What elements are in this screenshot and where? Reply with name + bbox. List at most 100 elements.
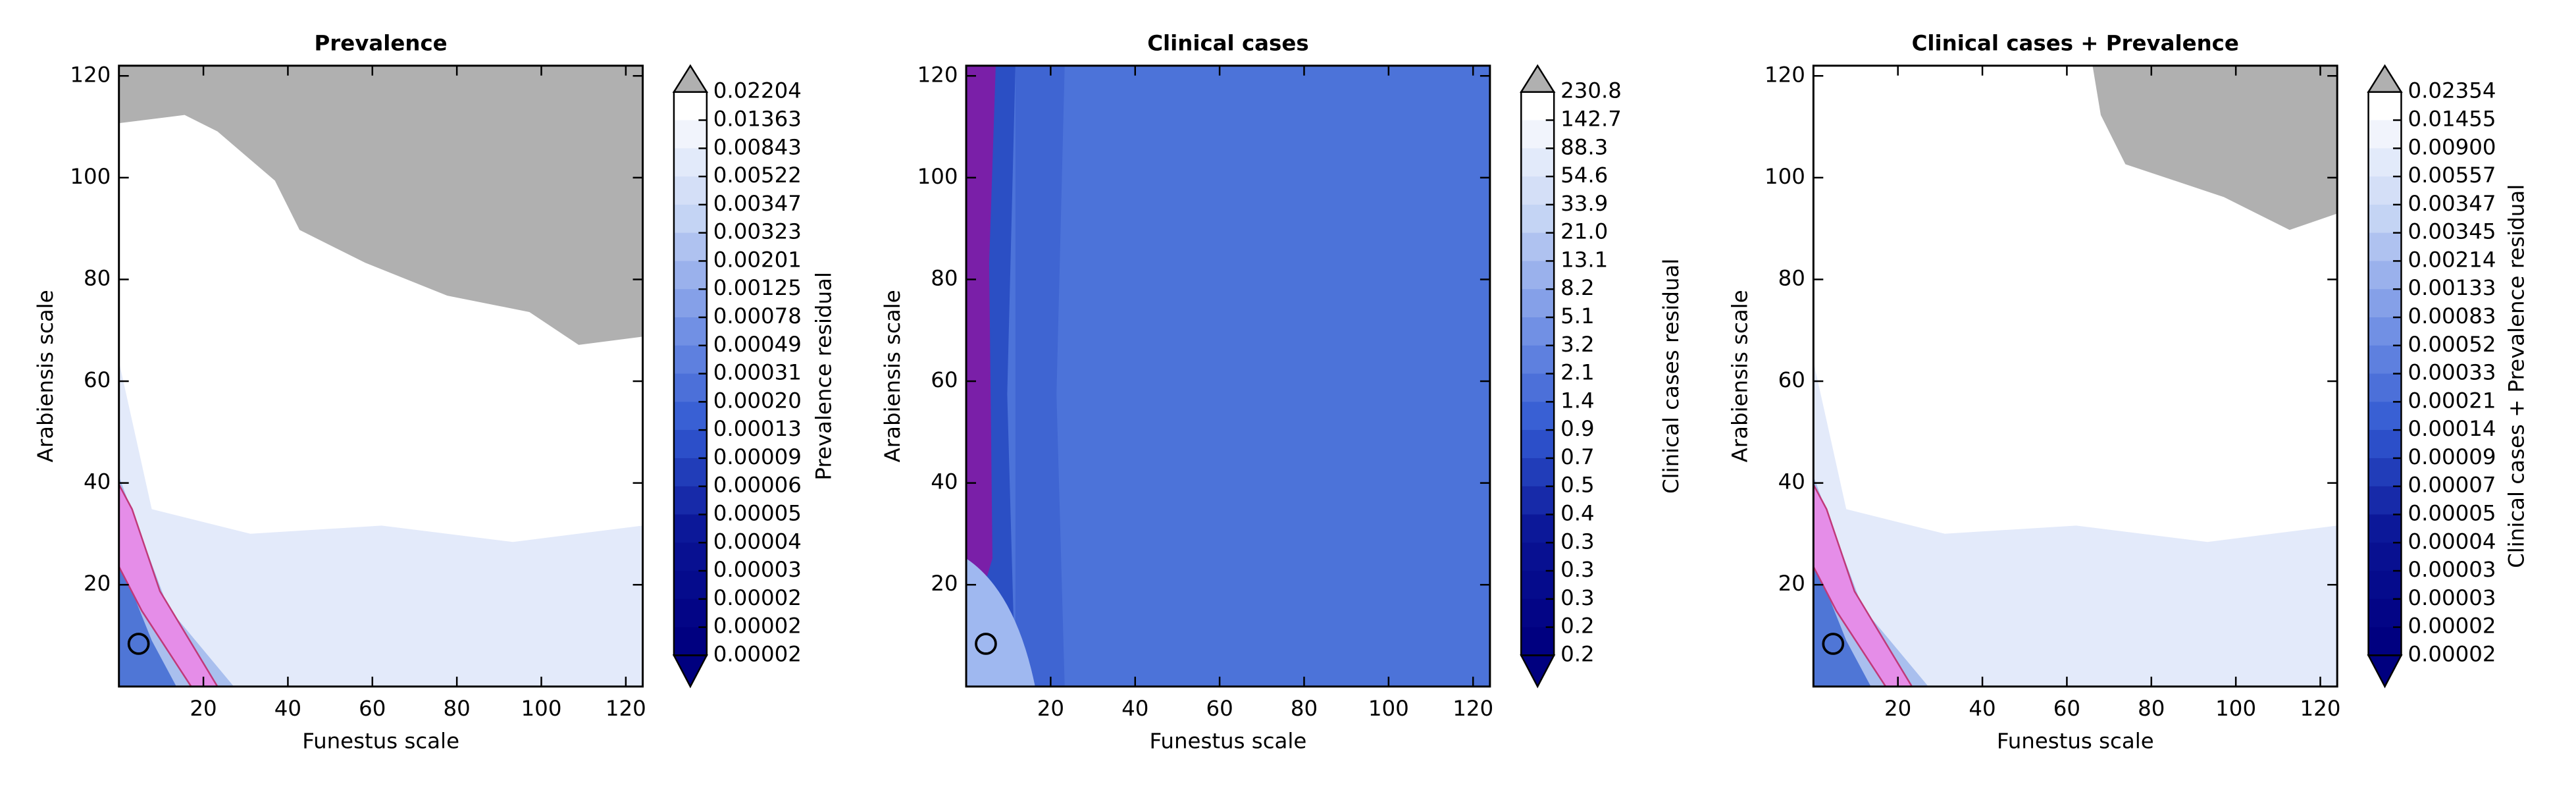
colorbar-tick-label: 33.9 (1560, 191, 1608, 216)
y-tick-label: 120 (70, 62, 111, 87)
colorbar-band (1521, 204, 1555, 234)
x-tick-label: 60 (2053, 696, 2080, 721)
colorbar-tick-label: 3.2 (1560, 332, 1595, 357)
colorbar-tick-label: 0.00005 (713, 500, 802, 525)
colorbar-band (2368, 571, 2402, 600)
colorbar-band (1521, 514, 1555, 544)
colorbar-tick-label: 0.00009 (2408, 444, 2496, 469)
colorbar-band (2368, 176, 2402, 206)
colorbar-band (2368, 430, 2402, 460)
colorbar-tick-label: 0.02354 (2408, 78, 2496, 103)
colorbar-band (673, 345, 707, 375)
x-tick-label: 80 (2138, 696, 2165, 721)
colorbar-tick-label: 1.4 (1560, 388, 1595, 413)
colorbar-band (2368, 120, 2402, 149)
colorbar-band (1521, 148, 1555, 178)
colorbar-band (1521, 120, 1555, 149)
x-tick-label: 80 (444, 696, 471, 721)
colorbar-tick-label: 0.00033 (2408, 360, 2496, 385)
colorbar-band (673, 92, 707, 121)
x-tick-label: 60 (1206, 696, 1233, 721)
x-tick-label: 40 (274, 696, 301, 721)
colorbar-band (2368, 486, 2402, 515)
x-tick-label: 80 (1291, 696, 1318, 721)
x-axis-label: Funestus scale (1997, 729, 2154, 754)
colorbar-label: Prevalence residual (811, 272, 836, 481)
colorbar-tick-label: 2.1 (1560, 360, 1595, 385)
plot-frame (965, 65, 1491, 688)
colorbar-tick-label: 0.00002 (713, 585, 802, 610)
x-tick-label: 60 (359, 696, 386, 721)
colorbar-tick-label: 0.00031 (713, 360, 802, 385)
colorbar-extend (1520, 64, 1556, 93)
colorbar-tick-label: 0.00522 (713, 163, 802, 188)
colorbar-tick-label: 0.00003 (2408, 557, 2496, 582)
colorbar-tick-label: 0.01363 (713, 106, 802, 131)
colorbar-tick-label: 21.0 (1560, 219, 1608, 244)
chart-title: Clinical cases (1147, 30, 1308, 55)
colorbar-band (1521, 317, 1555, 347)
y-tick-label: 20 (931, 571, 958, 596)
colorbar-band (1521, 486, 1555, 515)
y-tick-label: 40 (84, 469, 111, 494)
y-axis-label: Arabiensis scale (1728, 290, 1753, 462)
colorbar-tick-label: 0.00004 (713, 529, 802, 554)
x-tick-label: 120 (2300, 696, 2341, 721)
colorbar-tick-label: 0.02204 (713, 78, 802, 103)
colorbar-tick-label: 0.9 (1560, 416, 1595, 441)
colorbar-label: Clinical cases residual (1659, 259, 1684, 494)
y-tick-label: 20 (1778, 571, 1805, 596)
colorbar-tick-label: 0.00007 (2408, 473, 2496, 498)
colorbar-tick-label: 0.2 (1560, 614, 1595, 639)
colorbar-tick-label: 0.00002 (713, 641, 802, 666)
colorbar-band (673, 486, 707, 515)
y-tick-label: 60 (84, 367, 111, 392)
x-tick-label: 100 (1368, 696, 1409, 721)
x-tick-label: 40 (1121, 696, 1148, 721)
x-tick-label: 100 (2215, 696, 2256, 721)
colorbar-band (673, 204, 707, 234)
colorbar-band (1521, 542, 1555, 572)
colorbar-tick-label: 0.00013 (713, 416, 802, 441)
colorbar-band (673, 120, 707, 149)
contour-field (118, 65, 643, 687)
y-axis-label: Arabiensis scale (880, 290, 905, 462)
y-tick-label: 60 (931, 367, 958, 392)
y-tick-label: 40 (1778, 469, 1805, 494)
colorbar-label: Clinical cases + Prevalence residual (2504, 184, 2529, 568)
colorbar-band (2368, 261, 2402, 290)
colorbar-band (2368, 402, 2402, 431)
x-tick-label: 20 (190, 696, 217, 721)
colorbar-band (1521, 232, 1555, 262)
colorbar-band (1521, 176, 1555, 206)
colorbar-tick-label: 0.00002 (2408, 614, 2496, 639)
colorbar-tick-label: 0.00004 (2408, 529, 2496, 554)
colorbar-tick-label: 0.00345 (2408, 219, 2496, 244)
colorbar-tick-label: 0.00214 (2408, 247, 2496, 272)
colorbar-frame (673, 91, 708, 656)
colorbar-tick-label: 0.00347 (2408, 191, 2496, 216)
x-tick-label: 100 (521, 696, 562, 721)
contour-field (966, 65, 1490, 687)
colorbar-tick-label: 0.2 (1560, 641, 1595, 666)
colorbar-band (1521, 289, 1555, 319)
x-tick-label: 40 (1969, 696, 1996, 721)
colorbar-band (673, 571, 707, 600)
colorbar-extend (672, 654, 708, 689)
x-tick-label: 20 (1037, 696, 1064, 721)
colorbar-tick-label: 0.00052 (2408, 332, 2496, 357)
y-tick-label: 120 (917, 62, 958, 87)
colorbar-band (2368, 345, 2402, 375)
colorbar-band (2368, 373, 2402, 403)
colorbar-band (1521, 402, 1555, 431)
colorbar-tick-label: 0.00323 (713, 219, 802, 244)
colorbar-tick-label: 13.1 (1560, 247, 1608, 272)
colorbar-tick-label: 0.4 (1560, 500, 1595, 525)
y-tick-label: 80 (1778, 265, 1805, 290)
colorbar-band (1521, 345, 1555, 375)
colorbar-tick-label: 54.6 (1560, 163, 1608, 188)
y-tick-label: 100 (70, 164, 111, 189)
colorbar-tick-label: 0.00020 (713, 388, 802, 413)
colorbar-tick-label: 0.00021 (2408, 388, 2496, 413)
colorbar-tick-label: 0.00003 (713, 557, 802, 582)
